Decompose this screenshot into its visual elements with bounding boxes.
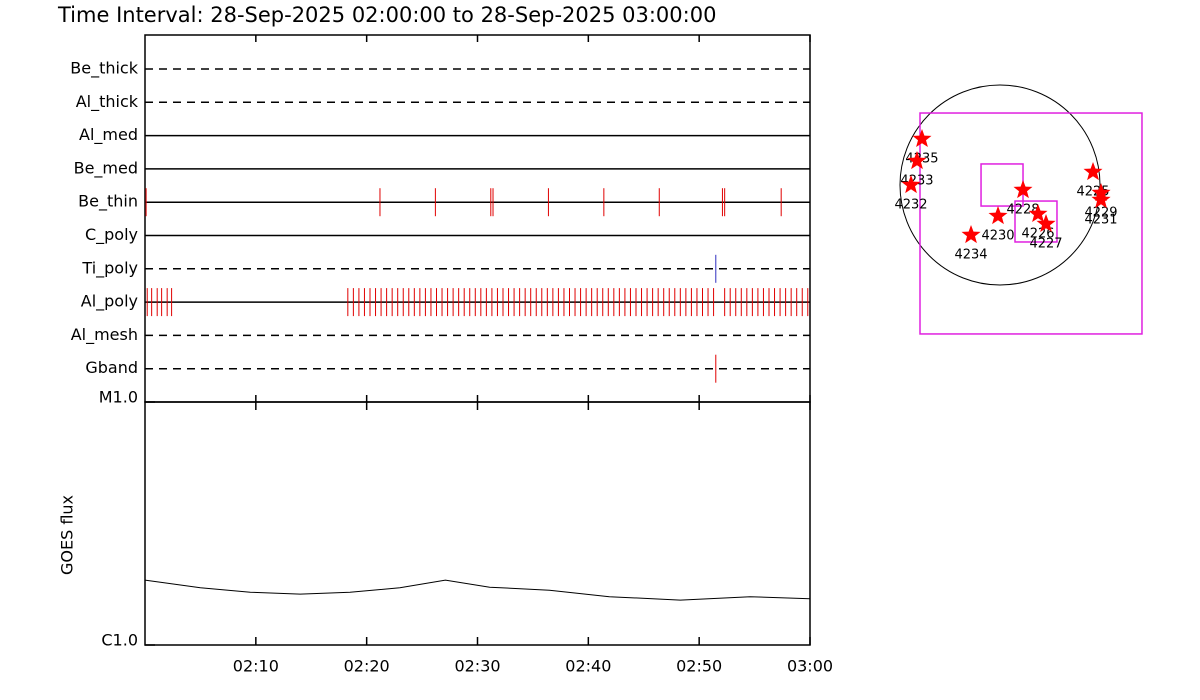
y-tick-label: M1.0 bbox=[99, 388, 138, 407]
active-region-star bbox=[1028, 204, 1048, 222]
active-region-star bbox=[907, 151, 927, 170]
x-tick-label: 02:50 bbox=[676, 657, 722, 676]
x-tick-label: 02:20 bbox=[344, 657, 390, 676]
x-tick-label: 03:00 bbox=[787, 657, 833, 676]
filter-label: Al_poly bbox=[81, 292, 138, 312]
active-region-label: 4229 bbox=[1084, 206, 1117, 221]
x-tick-label: 02:10 bbox=[233, 657, 279, 676]
active-region-label: 4234 bbox=[954, 248, 987, 263]
fov-box bbox=[1014, 200, 1058, 243]
active-region-star bbox=[1036, 214, 1056, 232]
filter-label: Be_thin bbox=[78, 192, 138, 212]
y-tick-label: C1.0 bbox=[101, 631, 138, 650]
filter-label: Ti_poly bbox=[81, 258, 138, 278]
filter-label: Be_med bbox=[74, 158, 138, 178]
solar-disk bbox=[899, 84, 1101, 286]
x-tick-label: 02:30 bbox=[454, 657, 500, 676]
active-region-label: 4230 bbox=[981, 229, 1014, 244]
active-region-star bbox=[961, 225, 981, 244]
active-region-label: 4228 bbox=[1006, 203, 1039, 218]
flux-line bbox=[144, 579, 811, 601]
filter-label: C_poly bbox=[85, 225, 138, 245]
active-region-star bbox=[1013, 180, 1033, 199]
active-region-star bbox=[1091, 190, 1111, 209]
active-region-star bbox=[1083, 162, 1103, 181]
active-region-star bbox=[912, 129, 932, 147]
active-region-star bbox=[988, 206, 1008, 225]
active-region-label: 4227 bbox=[1029, 236, 1062, 251]
fov-box bbox=[919, 112, 1143, 335]
filter-label: Al_thick bbox=[76, 92, 139, 112]
filter-label: Gband bbox=[85, 358, 138, 377]
x-tick-label: 02:40 bbox=[565, 657, 611, 676]
active-region-label: 4226 bbox=[1021, 226, 1054, 241]
title: Time Interval: 28-Sep-2025 02:00:00 to 2… bbox=[57, 3, 716, 27]
filter-label: Al_mesh bbox=[71, 325, 138, 345]
active-region-star bbox=[901, 175, 921, 194]
filter-label: Be_thick bbox=[70, 59, 138, 79]
active-region-label: 4231 bbox=[1084, 213, 1117, 228]
active-region-label: 4233 bbox=[900, 174, 933, 189]
y-axis-label: GOES flux bbox=[58, 495, 77, 575]
filter-label: Al_med bbox=[79, 125, 138, 145]
active-region-label: 4232 bbox=[894, 198, 927, 213]
